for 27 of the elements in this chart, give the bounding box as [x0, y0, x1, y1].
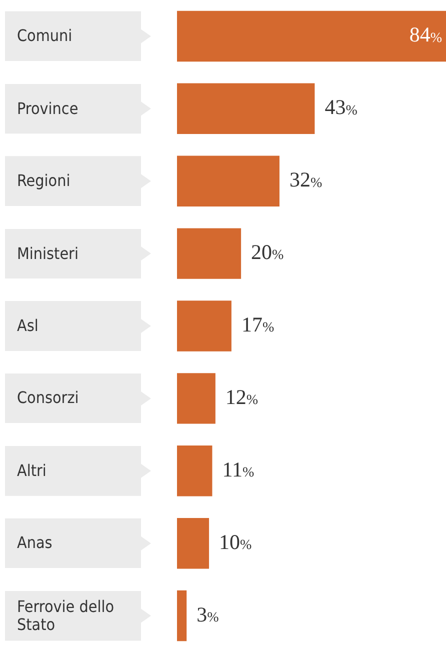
label-tag: Anas — [5, 518, 151, 568]
bar — [177, 83, 315, 134]
label-tag: Ministeri — [5, 228, 151, 279]
data-label: 84% — [409, 22, 442, 47]
data-label: 17% — [241, 312, 274, 337]
bar — [177, 518, 210, 569]
bar — [177, 156, 280, 206]
bar — [177, 228, 242, 279]
label-tag: Comuni — [5, 11, 151, 62]
label-tag: Altri — [5, 446, 151, 496]
label-tag: Asl — [5, 301, 151, 351]
data-label: 12% — [225, 384, 258, 409]
bar — [177, 373, 216, 424]
bar — [177, 300, 232, 352]
bar — [177, 590, 187, 642]
bar — [177, 446, 212, 496]
label-tag: Consorzi — [5, 373, 151, 424]
data-label: 43% — [324, 95, 358, 120]
label-tag: Province — [5, 84, 151, 134]
data-label: 11% — [222, 457, 254, 482]
data-label: 3% — [196, 602, 220, 626]
data-label: 20% — [251, 240, 284, 264]
label-tag: Regioni — [5, 156, 151, 206]
label-tag: Ferrovie dello Stato — [5, 590, 151, 641]
data-label: 32% — [289, 168, 322, 192]
data-label: 10% — [219, 530, 252, 554]
bar — [177, 10, 446, 62]
